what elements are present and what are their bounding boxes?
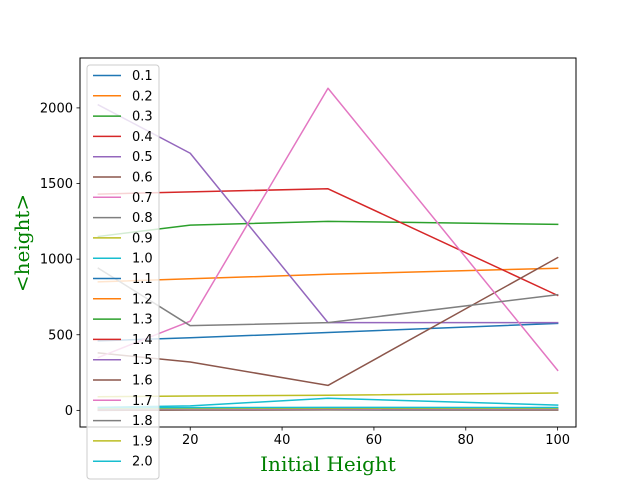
legend-label-8: 0.8 bbox=[132, 211, 153, 226]
y-tick-label: 500 bbox=[48, 328, 73, 343]
legend: 0.1 0.2 0.3 0.4 0.5 0.6 0.7 0.8 0.9 1.0 1.1 1.2 1.3 1… bbox=[86, 64, 160, 480]
legend-label-9: 0.9 bbox=[132, 231, 153, 246]
x-tick-label: 60 bbox=[366, 433, 383, 448]
legend-label-1: 0.1 bbox=[132, 69, 153, 84]
series-layer bbox=[97, 87, 559, 412]
y-tick-label: 1500 bbox=[40, 177, 73, 192]
series-line-17 bbox=[97, 87, 559, 372]
legend-label-12: 1.2 bbox=[132, 292, 153, 307]
legend-label-4: 0.4 bbox=[132, 130, 153, 145]
legend-label-16: 1.6 bbox=[132, 374, 153, 389]
series-line-20 bbox=[97, 397, 559, 409]
x-tick-label: 80 bbox=[458, 433, 475, 448]
series-line-19 bbox=[97, 392, 559, 398]
series-line-15 bbox=[97, 103, 559, 324]
legend-label-11: 1.1 bbox=[132, 272, 153, 287]
y-tick-label: 2000 bbox=[40, 101, 73, 116]
legend-label-17: 1.7 bbox=[132, 394, 153, 409]
legend-label-20: 2.0 bbox=[132, 455, 153, 470]
y-tick-label: 0 bbox=[65, 404, 73, 419]
legend-label-19: 1.9 bbox=[132, 434, 153, 449]
series-line-12 bbox=[97, 267, 559, 283]
legend-box bbox=[86, 64, 160, 480]
series-line-18 bbox=[97, 267, 559, 327]
x-tick-label: 40 bbox=[274, 433, 291, 448]
legend-label-13: 1.3 bbox=[132, 313, 153, 328]
plot-frame bbox=[79, 57, 577, 428]
series-line-11 bbox=[97, 322, 559, 342]
x-axis-title: Initial Height bbox=[260, 452, 396, 476]
y-tick-label: 1000 bbox=[40, 253, 73, 268]
legend-label-5: 0.5 bbox=[132, 150, 153, 165]
legend-label-18: 1.8 bbox=[132, 414, 153, 429]
legend-label-10: 1.0 bbox=[132, 252, 153, 267]
legend-label-7: 0.7 bbox=[132, 191, 153, 206]
legend-label-14: 1.4 bbox=[132, 333, 153, 348]
x-tick-label: 100 bbox=[545, 433, 570, 448]
series-line-13 bbox=[97, 220, 559, 238]
legend-label-6: 0.6 bbox=[132, 171, 153, 186]
y-axis-title: <height> bbox=[10, 194, 34, 292]
legend-label-3: 0.3 bbox=[132, 110, 153, 125]
legend-label-15: 1.5 bbox=[132, 353, 153, 368]
x-tick-label: 20 bbox=[182, 433, 199, 448]
legend-label-2: 0.2 bbox=[132, 89, 153, 104]
